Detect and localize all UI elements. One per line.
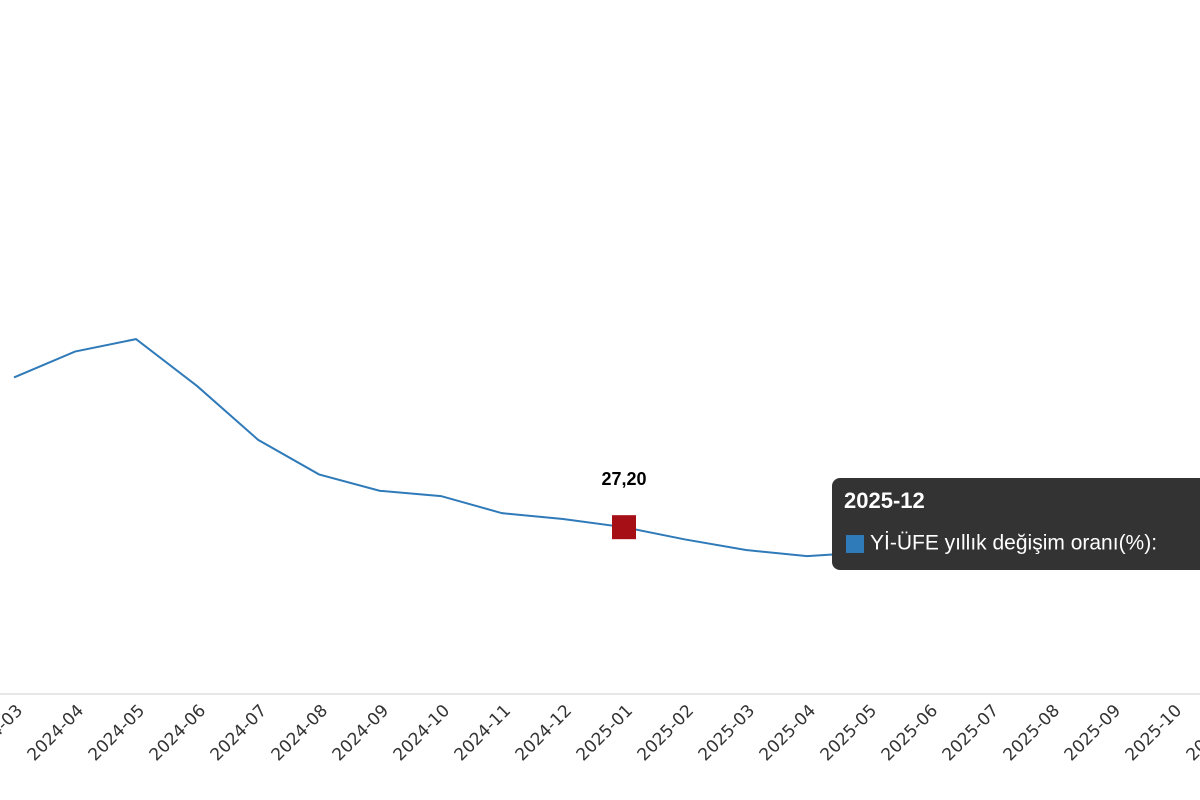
x-tick-label: 2024-10 — [390, 701, 454, 765]
x-tick-label: 2024-12 — [512, 701, 576, 765]
x-tick-label: 2025-01 — [573, 701, 637, 765]
x-tick-label: 2025-08 — [1000, 701, 1064, 765]
x-tick-label: 2024-06 — [146, 701, 210, 765]
tooltip: 2025-12 Yİ-ÜFE yıllık değişim oranı(%): — [832, 478, 1200, 570]
x-tick-label: 2025-07 — [939, 701, 1003, 765]
x-tick-label: 2025-04 — [756, 701, 820, 765]
x-tick-label: 2024-08 — [268, 701, 332, 765]
x-tick-label: 2025-05 — [817, 701, 881, 765]
highlight-marker — [612, 515, 636, 540]
x-tick-label: 2024-11 — [451, 701, 515, 765]
x-tick-label: 2024-03 — [0, 701, 27, 765]
x-tick-label: 2025-10 — [1122, 701, 1186, 765]
tooltip-text: Yİ-ÜFE yıllık değişim oranı(%): — [870, 532, 1157, 555]
tooltip-box — [832, 478, 1200, 570]
tooltip-swatch — [846, 535, 864, 553]
x-tick-label: 2025-02 — [634, 701, 698, 765]
x-tick-label: 2025-03 — [695, 701, 759, 765]
x-tick-label: 2024-04 — [24, 701, 88, 765]
x-tick-label: 2024-07 — [207, 701, 271, 765]
tooltip-title: 2025-12 — [844, 488, 925, 513]
data-label: 27,20 — [601, 469, 646, 489]
x-tick-label: 2024-09 — [329, 701, 393, 765]
x-tick-label: 2025-06 — [878, 701, 942, 765]
x-tick-label: 2025-11 — [1183, 701, 1200, 765]
x-tick-label: 2024-05 — [85, 701, 149, 765]
x-tick-label: 2025-09 — [1061, 701, 1125, 765]
